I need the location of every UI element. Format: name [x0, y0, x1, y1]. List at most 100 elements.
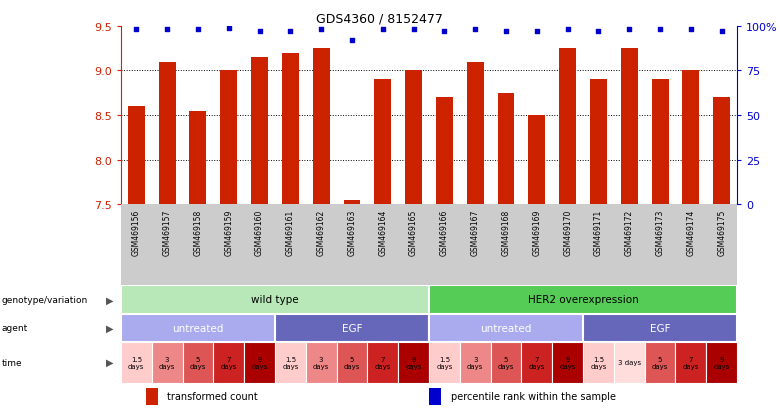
Text: GSM469163: GSM469163	[347, 209, 356, 255]
Point	[161, 27, 173, 34]
Text: GSM469159: GSM469159	[224, 209, 233, 255]
Point	[469, 27, 481, 34]
Text: genotype/variation: genotype/variation	[2, 295, 88, 304]
Bar	[275, 342, 306, 382]
Text: 9
days: 9 days	[251, 356, 268, 369]
Text: 1.5
days: 1.5 days	[128, 356, 144, 369]
Bar	[621, 49, 638, 205]
Text: GSM469170: GSM469170	[563, 209, 573, 255]
Bar	[522, 342, 552, 382]
Bar	[367, 342, 398, 382]
Text: GSM469172: GSM469172	[625, 209, 634, 255]
Text: 3
days: 3 days	[467, 356, 484, 369]
Text: 7
days: 7 days	[682, 356, 699, 369]
Bar	[583, 342, 614, 382]
Bar	[337, 342, 367, 382]
Text: untreated: untreated	[480, 323, 532, 333]
Bar	[121, 314, 275, 342]
Bar	[491, 342, 521, 382]
Bar	[121, 342, 151, 382]
Title: GDS4360 / 8152477: GDS4360 / 8152477	[316, 13, 443, 26]
Bar	[436, 98, 453, 205]
Bar	[559, 49, 576, 205]
Point	[254, 29, 266, 36]
Text: transformed count: transformed count	[167, 391, 258, 401]
Text: GSM469173: GSM469173	[655, 209, 665, 255]
Text: 3
days: 3 days	[159, 356, 176, 369]
Text: GSM469175: GSM469175	[717, 209, 726, 255]
Text: 1.5
days: 1.5 days	[282, 356, 299, 369]
Text: GSM469161: GSM469161	[285, 209, 295, 255]
Bar	[590, 80, 607, 205]
Text: 1.5
days: 1.5 days	[436, 356, 452, 369]
Bar	[128, 107, 145, 205]
Point	[377, 27, 389, 34]
Text: GSM469168: GSM469168	[502, 209, 511, 255]
Text: 5
days: 5 days	[652, 356, 668, 369]
Point	[192, 27, 204, 34]
Text: GSM469165: GSM469165	[409, 209, 418, 255]
Bar	[244, 342, 275, 382]
Bar	[707, 342, 737, 382]
Bar	[429, 314, 583, 342]
Point	[715, 29, 728, 36]
Bar	[614, 342, 644, 382]
Bar	[213, 342, 244, 382]
Point	[685, 27, 697, 34]
Text: GSM469167: GSM469167	[470, 209, 480, 255]
Text: wild type: wild type	[251, 295, 299, 305]
Text: 3 days: 3 days	[618, 359, 641, 366]
Bar	[398, 342, 429, 382]
Text: GSM469157: GSM469157	[162, 209, 172, 255]
Bar	[583, 314, 737, 342]
Text: 9
days: 9 days	[559, 356, 576, 369]
Text: GSM469158: GSM469158	[193, 209, 203, 255]
Bar	[644, 342, 675, 382]
Text: GSM469160: GSM469160	[255, 209, 264, 255]
Point	[500, 29, 512, 36]
Text: 7
days: 7 days	[374, 356, 391, 369]
Bar	[675, 342, 707, 382]
Bar	[121, 285, 429, 314]
Point	[438, 29, 451, 36]
Text: GSM469166: GSM469166	[440, 209, 449, 255]
Bar	[498, 94, 515, 205]
Bar	[190, 112, 207, 205]
Text: percentile rank within the sample: percentile rank within the sample	[451, 391, 615, 401]
Bar	[313, 49, 330, 205]
Text: 7
days: 7 days	[221, 356, 237, 369]
Text: time: time	[2, 358, 22, 367]
Text: 5
days: 5 days	[190, 356, 206, 369]
Point	[315, 27, 328, 34]
Bar	[466, 62, 484, 205]
Point	[284, 29, 296, 36]
Text: agent: agent	[2, 323, 28, 332]
Text: GSM469162: GSM469162	[317, 209, 326, 255]
Bar	[405, 71, 422, 205]
Bar	[429, 285, 737, 314]
Bar	[275, 314, 429, 342]
Bar	[151, 342, 183, 382]
Text: 7
days: 7 days	[529, 356, 545, 369]
Bar	[158, 62, 176, 205]
Text: GSM469164: GSM469164	[378, 209, 388, 255]
Bar	[251, 58, 268, 205]
Point	[654, 27, 666, 34]
Bar	[146, 388, 158, 405]
Text: 9
days: 9 days	[406, 356, 422, 369]
Point	[222, 25, 235, 32]
Point	[130, 27, 143, 34]
Bar	[429, 342, 460, 382]
Point	[346, 38, 358, 44]
Bar	[713, 98, 730, 205]
Point	[592, 29, 604, 36]
Text: ▶: ▶	[105, 295, 113, 305]
Point	[562, 27, 574, 34]
Text: EGF: EGF	[650, 323, 670, 333]
Bar	[183, 342, 214, 382]
Point	[407, 27, 420, 34]
Point	[530, 29, 543, 36]
Text: 3
days: 3 days	[313, 356, 329, 369]
Bar	[460, 342, 491, 382]
Text: 5
days: 5 days	[344, 356, 360, 369]
